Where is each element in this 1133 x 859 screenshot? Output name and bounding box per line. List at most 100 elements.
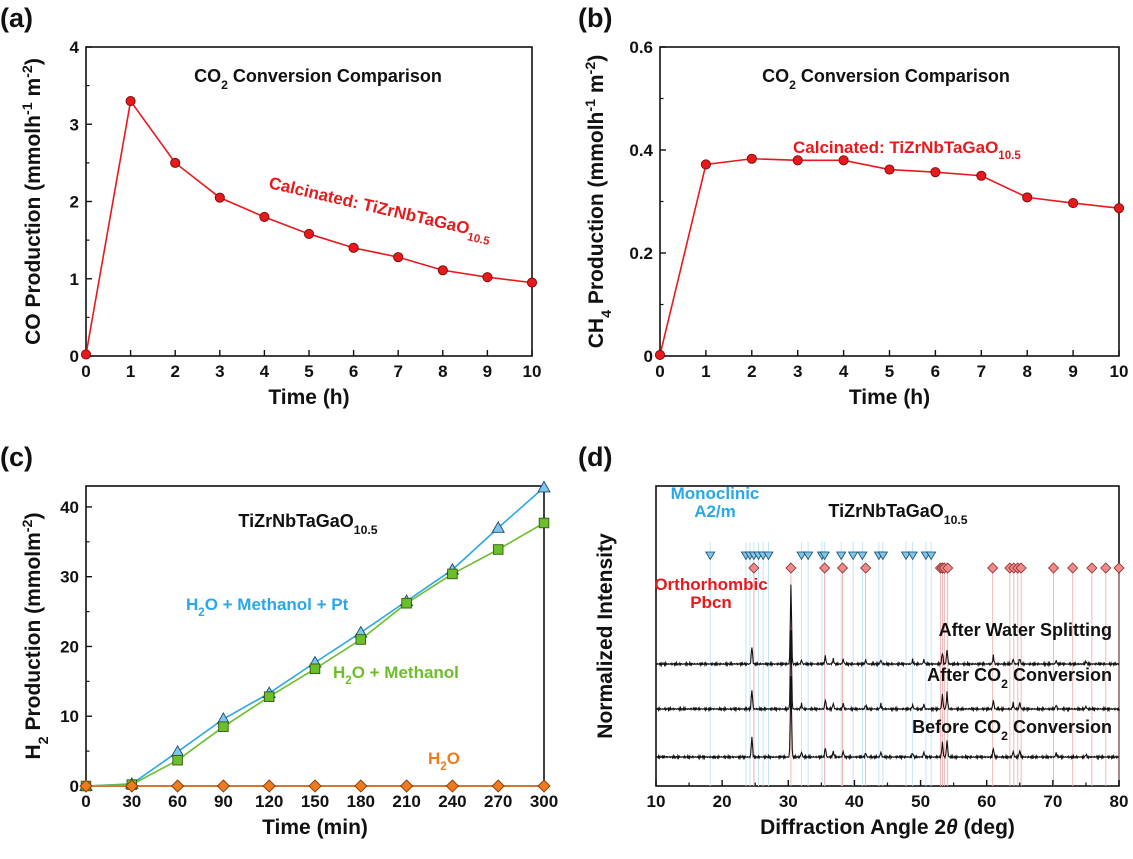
phase-label-monoclinic: A2/m	[694, 502, 736, 521]
x-tick-label: 10	[647, 792, 666, 811]
series-label-part: Calcinated: TiZrNbTaGaO	[793, 138, 998, 157]
data-point	[1113, 203, 1125, 214]
data-point	[526, 277, 538, 288]
data-point	[537, 779, 551, 793]
y-tick-label: 0.6	[629, 38, 653, 57]
data-point	[355, 634, 367, 645]
series-line-1	[85, 522, 545, 787]
series-label-part: O	[447, 749, 460, 768]
x-axis-label: Time (h)	[268, 386, 349, 409]
chart-title-part: Conversion Comparison	[228, 66, 442, 86]
monoclinic-marker	[819, 551, 830, 561]
y-axis-label: CO Production (mmolh-1 m-2)	[20, 58, 45, 345]
x-axis-label-part: (deg)	[958, 816, 1015, 839]
y-axis-label-part: 4	[599, 310, 615, 318]
pattern-label: After CO2 Conversion	[927, 665, 1112, 691]
data-point	[746, 153, 757, 164]
data-point	[262, 779, 276, 793]
x-tick-label: 150	[301, 792, 329, 811]
y-axis-label-part: )	[22, 513, 45, 520]
monoclinic-marker	[900, 551, 912, 561]
data-point	[308, 779, 322, 793]
data-point	[218, 721, 229, 732]
chart-title-part: 2	[221, 78, 228, 92]
data-point	[354, 779, 368, 793]
x-tick-label: 9	[1068, 362, 1077, 381]
y-axis-label: CH4 Production (mmolh-1 m-2)	[583, 55, 615, 349]
data-point	[538, 517, 550, 529]
orthorhombic-marker	[1086, 562, 1098, 574]
x-tick-label: 80	[1110, 792, 1129, 811]
series-label-part: H	[186, 595, 198, 614]
data-point	[884, 164, 895, 175]
monoclinic-marker	[877, 551, 889, 561]
y-tick-label: 0	[70, 777, 79, 796]
data-point	[1022, 192, 1033, 203]
data-point	[170, 157, 181, 168]
data-point	[792, 155, 803, 166]
x-tick-label: 90	[214, 792, 233, 811]
data-point	[303, 228, 315, 239]
data-point	[700, 159, 711, 170]
x-tick-label: 7	[977, 362, 986, 381]
xrd-pattern-2	[655, 676, 1120, 761]
y-axis-label-part: )	[22, 58, 45, 65]
y-axis-label-part: m	[22, 78, 45, 103]
monoclinic-marker	[796, 551, 807, 561]
x-tick-label: 120	[255, 792, 283, 811]
chart-title-part: Conversion Comparison	[796, 66, 1010, 86]
y-axis-label-part: -1	[583, 99, 599, 112]
monoclinic-marker	[802, 551, 814, 561]
orthorhombic-marker	[1067, 562, 1079, 574]
x-tick-label: 210	[392, 792, 420, 811]
data-point	[393, 252, 404, 263]
series-label-part: 10.5	[998, 150, 1021, 162]
x-tick-label: 30	[779, 792, 798, 811]
y-axis-label-part: 2	[36, 736, 52, 744]
x-tick-label: 70	[1043, 792, 1062, 811]
chart-title: TiZrNbTaGaO10.5	[238, 511, 377, 537]
data-point	[170, 744, 185, 757]
x-axis-label: Time (min)	[262, 816, 368, 839]
xrd-pattern-0	[655, 584, 1120, 668]
monoclinic-marker	[907, 551, 918, 561]
x-tick-label: 4	[839, 362, 849, 381]
y-axis-label: Normalized Intensity	[594, 533, 617, 739]
y-tick-label: 4	[70, 38, 80, 57]
x-tick-label: 8	[1022, 362, 1031, 381]
y-tick-label: 1	[70, 270, 79, 289]
data-point	[263, 691, 275, 702]
y-tick-label: 20	[60, 637, 79, 656]
x-tick-label: 0	[81, 792, 90, 811]
x-tick-label: 60	[977, 792, 996, 811]
x-tick-label: 3	[215, 362, 224, 381]
panel-label: (b)	[578, 3, 612, 33]
x-tick-label: 3	[793, 362, 802, 381]
x-tick-label: 7	[393, 362, 402, 381]
y-axis-label: H2 Production (mmolm-2)	[20, 513, 52, 760]
monoclinic-marker	[763, 551, 774, 561]
data-point	[125, 779, 139, 793]
data-point	[216, 779, 231, 793]
data-point	[125, 96, 136, 107]
series-label: Calcinated: TiZrNbTaGaO10.5	[266, 173, 494, 248]
plot-frame	[659, 46, 1120, 357]
y-tick-label: 0.4	[629, 141, 653, 160]
data-point	[214, 192, 225, 203]
y-axis-label-part: -2	[20, 519, 36, 532]
orthorhombic-marker	[860, 562, 872, 574]
pattern-label-part: Before CO	[912, 717, 1001, 737]
x-tick-label: 8	[438, 362, 447, 381]
y-tick-label: 10	[60, 707, 79, 726]
data-point	[348, 242, 359, 253]
series-label: H2O + Methanol	[333, 663, 459, 687]
y-tick-label: 3	[70, 115, 79, 134]
x-tick-label: 9	[483, 362, 492, 381]
data-point	[172, 754, 183, 766]
panel-label: (a)	[0, 3, 33, 33]
x-tick-label: 6	[349, 362, 358, 381]
monoclinic-marker	[847, 551, 859, 561]
data-point	[491, 520, 505, 533]
x-tick-label: 60	[168, 792, 187, 811]
orthorhombic-marker	[836, 562, 849, 574]
